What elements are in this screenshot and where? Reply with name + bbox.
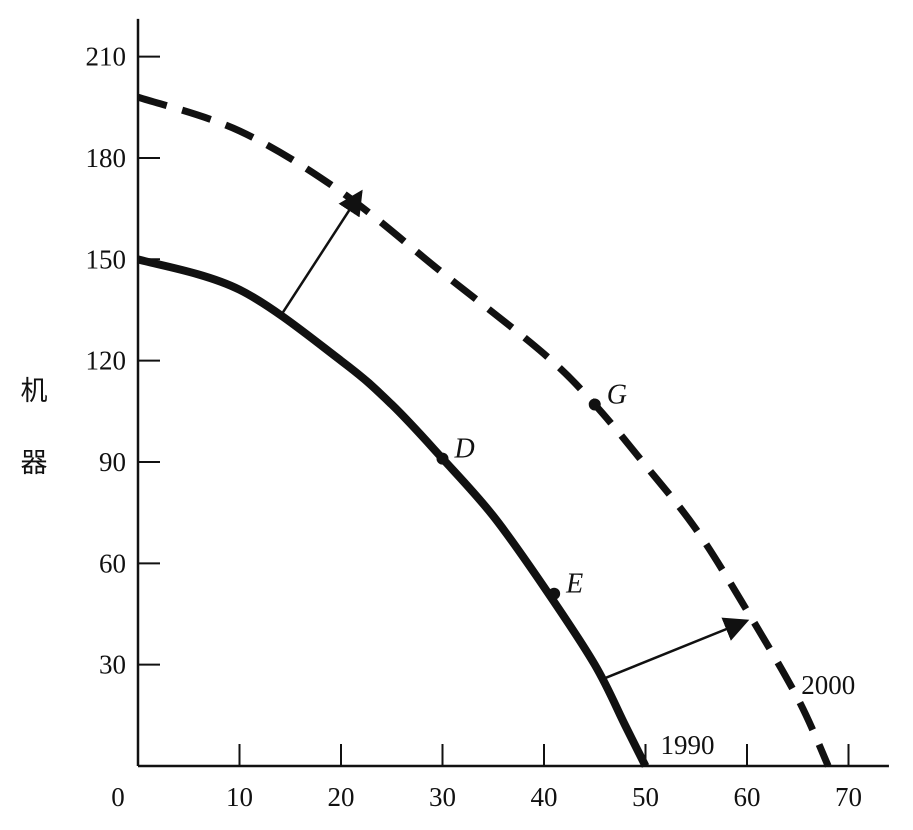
series-label-1990: 1990 bbox=[661, 730, 715, 760]
y-tick-label: 210 bbox=[86, 42, 127, 72]
x-tick-label: 40 bbox=[531, 782, 558, 812]
y-tick-label: 120 bbox=[86, 346, 127, 376]
series-line-2000 bbox=[136, 93, 832, 768]
series-line-1990 bbox=[136, 255, 650, 768]
point-D-label: D bbox=[454, 434, 475, 465]
point-E-marker bbox=[548, 587, 561, 600]
y-tick-label: 90 bbox=[99, 447, 126, 477]
point-G-label: G bbox=[607, 380, 627, 411]
x-tick-label: 70 bbox=[835, 782, 862, 812]
shift-arrow bbox=[604, 617, 750, 680]
points-layer: D E G bbox=[436, 380, 627, 600]
y-axis-label-char-1: 机 bbox=[21, 376, 48, 407]
y-tick-label: 60 bbox=[99, 548, 126, 578]
x-tick-label: 60 bbox=[734, 782, 761, 812]
series-layer: 1990 2000 bbox=[136, 93, 855, 768]
point-E-label: E bbox=[565, 569, 583, 600]
x-tick-label: 20 bbox=[328, 782, 355, 812]
y-axis-label-char-2: 器 bbox=[21, 448, 48, 479]
point-D-marker bbox=[436, 452, 449, 465]
arrows-layer bbox=[279, 189, 750, 680]
series-label-2000: 2000 bbox=[801, 670, 855, 700]
y-tick-label: 30 bbox=[99, 650, 126, 680]
x-tick-label: 30 bbox=[429, 782, 456, 812]
point-G-marker bbox=[588, 398, 601, 411]
x-tick-label: 10 bbox=[226, 782, 253, 812]
x-tick-label: 50 bbox=[632, 782, 659, 812]
y-tick-label: 180 bbox=[86, 143, 127, 173]
shift-arrow bbox=[279, 189, 363, 318]
y-tick-label: 150 bbox=[86, 244, 127, 274]
x-tick-label: 0 bbox=[111, 782, 125, 812]
axes: 0 10 20 30 40 50 60 70 30 60 90 120 150 180 210 bbox=[86, 18, 889, 812]
labels-layer: 机 器 bbox=[21, 376, 48, 479]
